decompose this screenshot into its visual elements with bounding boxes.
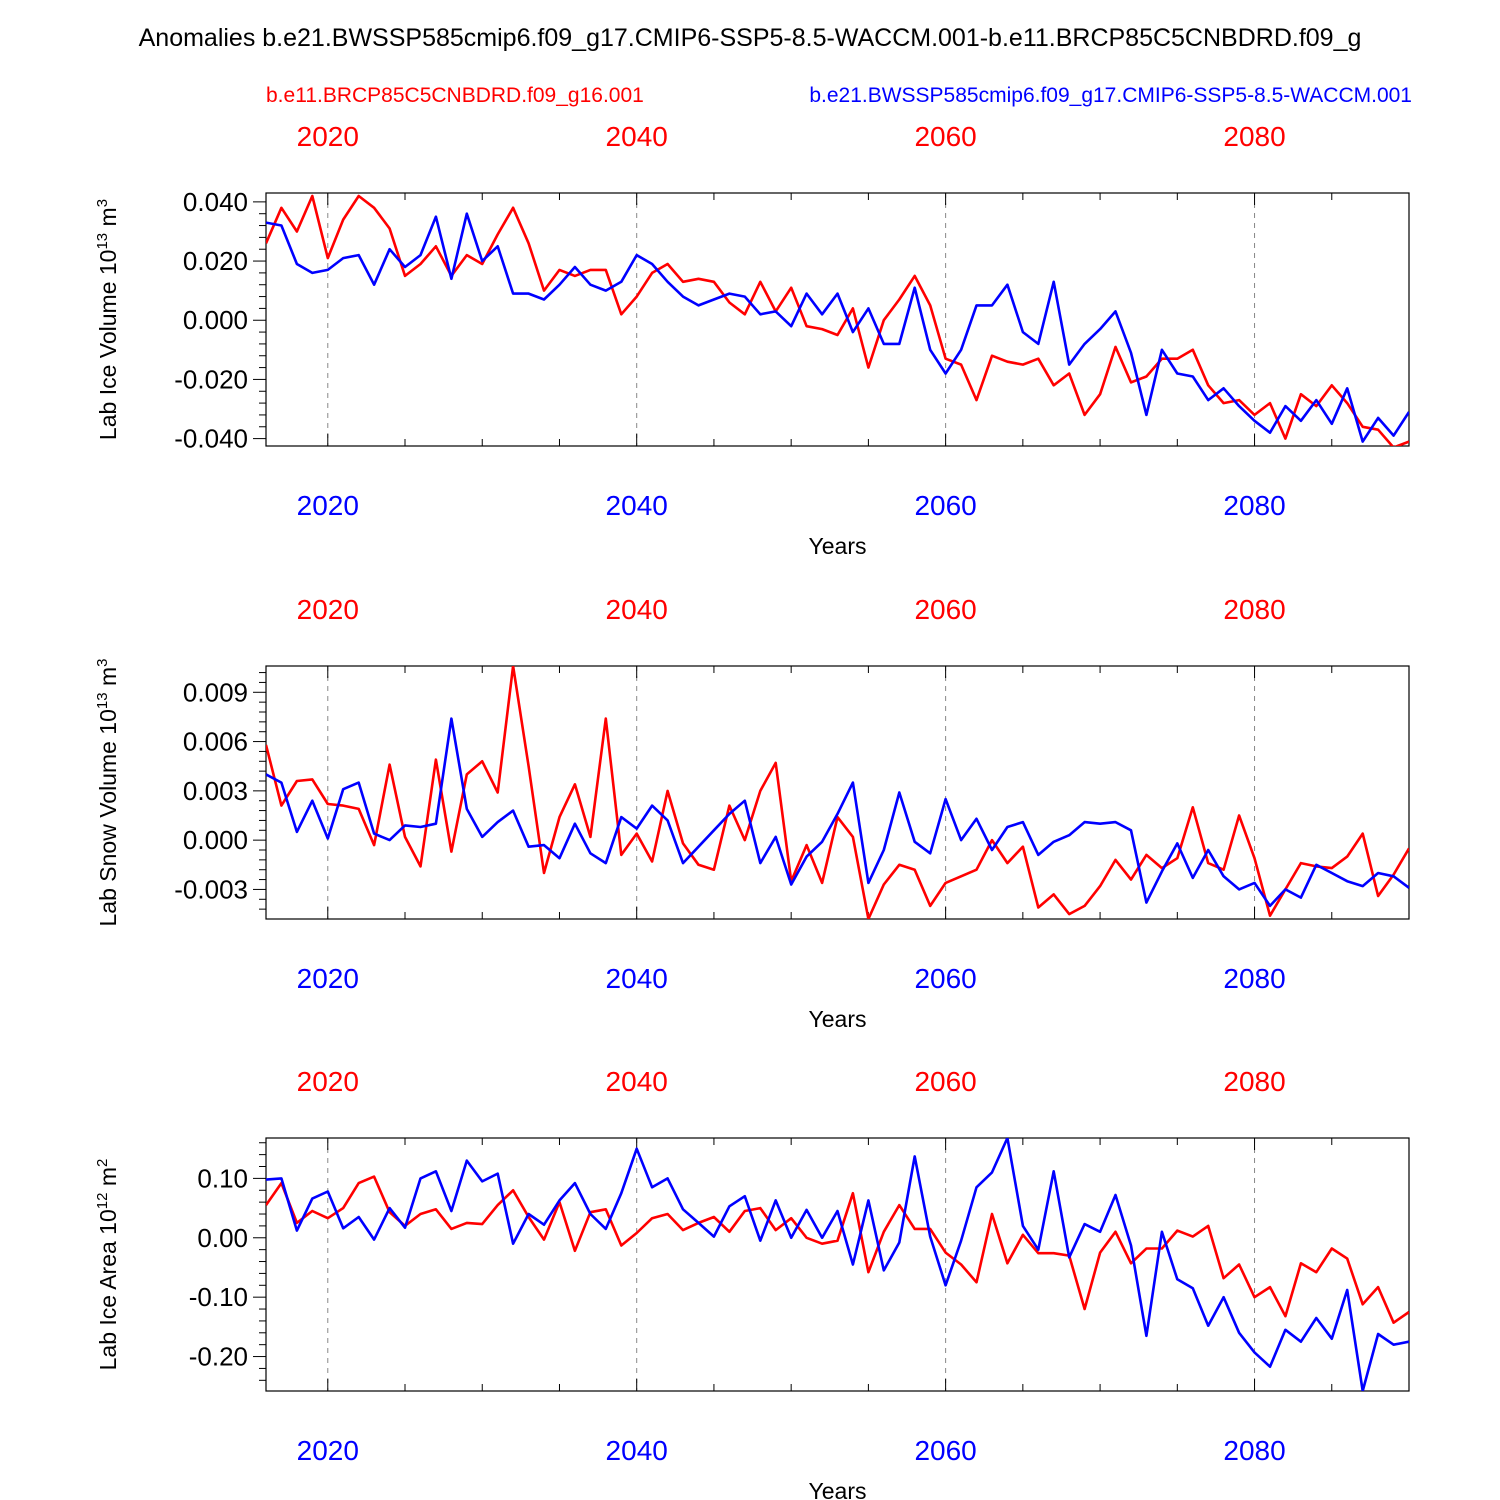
plot-frame <box>265 665 1410 920</box>
x-tick-label-bottom: 2060 <box>914 1435 976 1466</box>
y-tick-label: 0.10 <box>197 1163 248 1193</box>
y-tick-label: 0.009 <box>183 677 248 707</box>
x-tick-label-bottom: 2080 <box>1223 1435 1285 1466</box>
series-line-red <box>266 194 1409 446</box>
x-tick-label-bottom: 2040 <box>606 1435 668 1466</box>
y-tick-label: 0.020 <box>183 246 248 276</box>
x-tick-label-bottom: 2040 <box>606 490 668 521</box>
y-axis-label-exp: 13 <box>94 692 111 709</box>
x-tick-label-bottom: 2020 <box>297 490 359 521</box>
plot-frame <box>265 1137 1410 1392</box>
y-tick-label: 0.00 <box>197 1223 248 1253</box>
y-tick-label: 0.000 <box>183 305 248 335</box>
x-tick-label-bottom: 2060 <box>914 963 976 994</box>
series-line-blue <box>266 1138 1409 1391</box>
y-tick-label: 0.006 <box>183 727 248 757</box>
x-axis-label: Years <box>809 533 867 559</box>
x-tick-label-top: 2020 <box>297 1066 359 1097</box>
series-line-blue <box>266 212 1409 443</box>
y-tick-label: 0.003 <box>183 776 248 806</box>
legend-blue-label: b.e21.BWSSP585cmip6.f09_g17.CMIP6-SSP5-8… <box>809 84 1412 107</box>
x-tick-label-top: 2080 <box>1223 594 1285 625</box>
panel-2: -0.003 0.000 0.003 0.006 0.009 2020 2020 2040 20… <box>94 594 1410 1032</box>
series-line-blue <box>266 717 1409 908</box>
y-axis-label: Lab Snow Volume 1013 m3 <box>94 659 121 927</box>
x-tick-label-bottom: 2080 <box>1223 963 1285 994</box>
y-tick-label: -0.20 <box>189 1342 248 1372</box>
y-axis-label-exp: 12 <box>94 1193 111 1210</box>
x-tick-label-top: 2060 <box>914 594 976 625</box>
y-tick-label: -0.003 <box>174 874 248 904</box>
x-tick-label-top: 2040 <box>606 1066 668 1097</box>
y-axis-label-unit-exp: 3 <box>94 659 111 667</box>
x-axis-label: Years <box>809 1006 867 1032</box>
x-tick-label-top: 2020 <box>297 594 359 625</box>
y-axis-label-main: Lab Ice Area 10 <box>95 1209 121 1370</box>
x-tick-label-top: 2080 <box>1223 121 1285 152</box>
y-tick-label: -0.040 <box>174 424 248 454</box>
x-tick-label-top: 2040 <box>606 121 668 152</box>
y-axis-label: Lab Ice Volume 1013 m3 <box>94 199 121 440</box>
y-tick-label: -0.10 <box>189 1282 248 1312</box>
y-axis-label-main: Lab Snow Volume 10 <box>95 709 121 926</box>
x-axis-label: Years <box>809 1478 867 1500</box>
x-tick-label-bottom: 2080 <box>1223 490 1285 521</box>
y-axis-label-unit-exp: 2 <box>94 1159 111 1167</box>
y-axis-label-unit: m <box>95 1167 121 1193</box>
chart-title: Anomalies b.e21.BWSSP585cmip6.f09_g17.CM… <box>139 24 1362 52</box>
x-tick-label-bottom: 2040 <box>606 963 668 994</box>
x-tick-label-top: 2020 <box>297 121 359 152</box>
plot-frame <box>265 192 1410 447</box>
y-axis-label-main: Lab Ice Volume 10 <box>95 250 121 441</box>
panel-1: -0.040 -0.020 0.000 0.020 0.040 2020 2020 2040 2… <box>94 121 1410 559</box>
legend-red-label: b.e11.BRCP85C5CNBDRD.f09_g16.001 <box>266 84 644 107</box>
panel-3: -0.20 -0.10 0.00 0.10 2020 2020 2040 2040 2060 20… <box>94 1066 1410 1500</box>
series-line-red <box>266 666 1409 919</box>
x-tick-label-bottom: 2020 <box>297 1435 359 1466</box>
y-axis-label-unit: m <box>95 667 121 693</box>
y-tick-label: 0.040 <box>183 187 248 217</box>
y-axis-label: Lab Ice Area 1012 m2 <box>94 1159 121 1371</box>
panels-group: -0.040 -0.020 0.000 0.020 0.040 2020 2020 2040 2… <box>94 121 1410 1500</box>
y-tick-label: 0.000 <box>183 825 248 855</box>
x-tick-label-top: 2060 <box>914 1066 976 1097</box>
x-tick-label-top: 2080 <box>1223 1066 1285 1097</box>
y-tick-label: -0.020 <box>174 364 248 394</box>
x-tick-label-top: 2040 <box>606 594 668 625</box>
x-tick-label-bottom: 2060 <box>914 490 976 521</box>
y-axis-label-unit: m <box>95 207 121 233</box>
series-line-red <box>266 1175 1409 1324</box>
y-axis-label-unit-exp: 3 <box>94 199 111 207</box>
y-axis-label-exp: 13 <box>94 233 111 250</box>
x-tick-label-top: 2060 <box>914 121 976 152</box>
x-tick-label-bottom: 2020 <box>297 963 359 994</box>
